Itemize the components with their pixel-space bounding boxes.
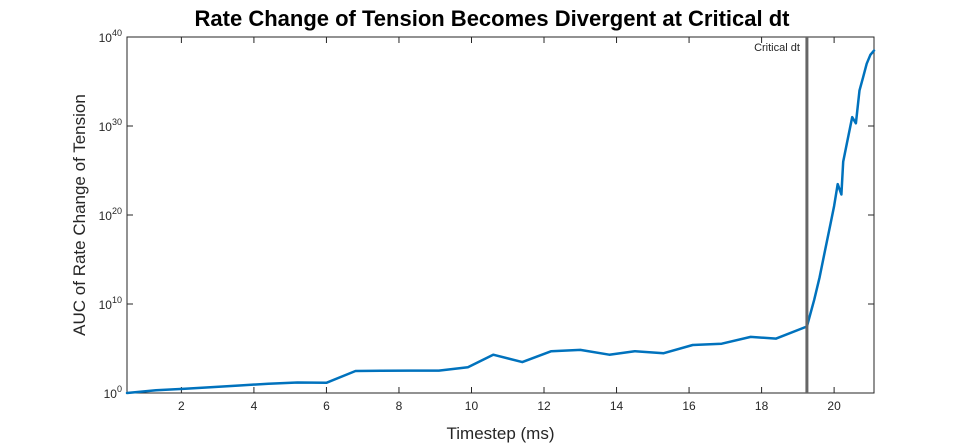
y-tick-label: 100 xyxy=(104,384,122,401)
y-tick-label-base: 10 xyxy=(99,31,113,45)
plot-area xyxy=(126,36,875,394)
y-tick-label-exponent: 40 xyxy=(112,28,122,38)
x-tick-label: 4 xyxy=(251,399,258,413)
y-tick-label: 1040 xyxy=(99,28,122,45)
x-axis-ticks: 2 4 6 8 10 12 14 16 18 20 xyxy=(178,37,841,413)
x-tick-label: 20 xyxy=(827,399,841,413)
y-tick-label-exponent: 20 xyxy=(112,206,122,216)
x-axis-label: Timestep (ms) xyxy=(447,424,555,443)
y-tick-label-base: 10 xyxy=(99,298,113,312)
chart-title: Rate Change of Tension Becomes Divergent… xyxy=(195,6,791,31)
y-tick-label-exponent: 0 xyxy=(117,384,122,394)
y-tick-label-base: 10 xyxy=(104,387,118,401)
y-tick-label: 1030 xyxy=(99,117,122,134)
y-tick-label-base: 10 xyxy=(99,120,113,134)
y-tick-label: 1020 xyxy=(99,206,122,223)
y-tick-label-exponent: 30 xyxy=(112,117,122,127)
x-tick-label: 8 xyxy=(396,399,403,413)
x-tick-label: 6 xyxy=(323,399,330,413)
x-tick-label: 12 xyxy=(537,399,551,413)
critical-dt-label: Critical dt xyxy=(754,42,800,54)
x-tick-label: 10 xyxy=(465,399,479,413)
series-layer xyxy=(125,49,876,395)
y-tick-label-exponent: 10 xyxy=(112,295,122,305)
x-tick-label: 18 xyxy=(755,399,769,413)
y-tick-label: 1010 xyxy=(99,295,122,312)
y-axis-label: AUC of Rate Change of Tension xyxy=(70,94,89,336)
series-line xyxy=(125,49,876,395)
y-tick-label-base: 10 xyxy=(99,209,113,223)
annotation-layer: Critical dt xyxy=(754,37,809,393)
x-tick-label: 16 xyxy=(682,399,696,413)
x-tick-label: 2 xyxy=(178,399,185,413)
x-tick-label: 14 xyxy=(610,399,624,413)
